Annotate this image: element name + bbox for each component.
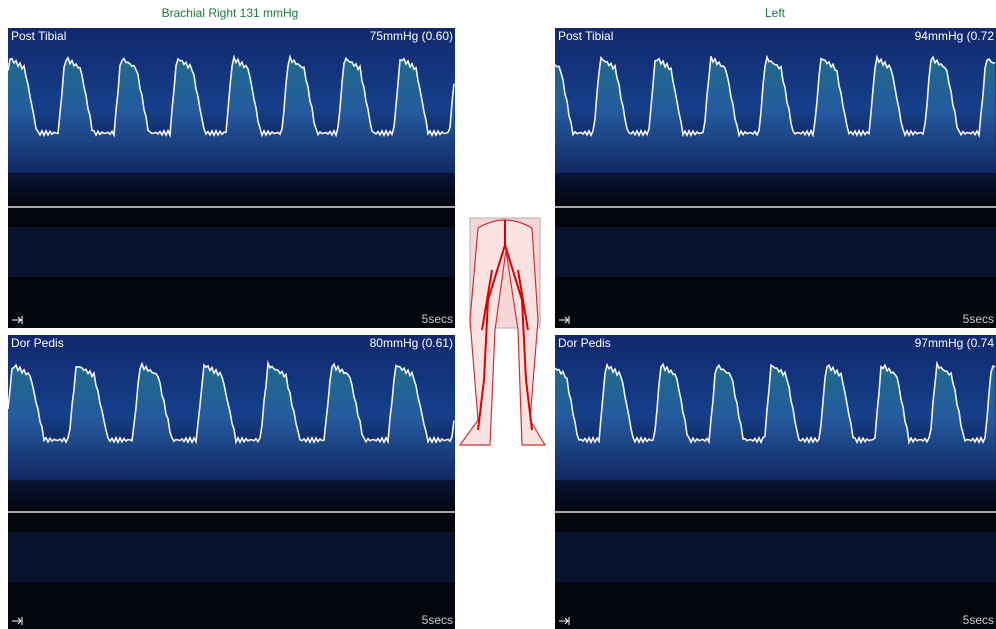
scale-icon bbox=[12, 316, 23, 324]
trace-band bbox=[8, 532, 455, 582]
pressure-label: 75mmHg (0.60) bbox=[370, 29, 453, 43]
trace-band bbox=[555, 227, 996, 277]
doppler-panel: Dor Pedis 97mmHg (0.74 5secs bbox=[554, 335, 996, 629]
vessel-label: Post Tibial bbox=[11, 29, 66, 43]
doppler-panel: Post Tibial 75mmHg (0.60) 5secs bbox=[7, 28, 455, 328]
right-title: Brachial Right 131 mmHg bbox=[162, 6, 299, 20]
legs-diagram bbox=[458, 217, 547, 446]
scale-icon bbox=[12, 617, 23, 625]
flow-envelope bbox=[7, 54, 455, 139]
trace-band bbox=[555, 532, 996, 582]
pressure-label: 97mmHg (0.74 bbox=[915, 336, 995, 350]
time-scale: 5secs bbox=[963, 613, 994, 627]
vessel-label: Dor Pedis bbox=[11, 336, 64, 350]
scale-icon bbox=[559, 316, 570, 324]
flow-fill bbox=[8, 56, 455, 173]
scale-icon bbox=[559, 617, 570, 625]
time-scale: 5secs bbox=[422, 613, 453, 627]
trace-band bbox=[8, 227, 455, 277]
time-scale: 5secs bbox=[963, 312, 994, 326]
doppler-panel: Dor Pedis 80mmHg (0.61) 5secs bbox=[7, 335, 455, 629]
pressure-label: 80mmHg (0.61) bbox=[370, 336, 453, 350]
flow-fill bbox=[555, 363, 996, 480]
doppler-panel: Post Tibial 94mmHg (0.72 5secs bbox=[554, 28, 996, 328]
vessel-label: Dor Pedis bbox=[558, 336, 611, 350]
vessel-label: Post Tibial bbox=[558, 29, 613, 43]
left-title: Left bbox=[765, 6, 786, 20]
flow-envelope bbox=[7, 360, 455, 445]
time-scale: 5secs bbox=[422, 312, 453, 326]
flow-envelope bbox=[554, 360, 996, 445]
flow-envelope bbox=[554, 54, 996, 139]
flow-fill bbox=[555, 56, 996, 174]
pressure-label: 94mmHg (0.72 bbox=[915, 29, 995, 43]
